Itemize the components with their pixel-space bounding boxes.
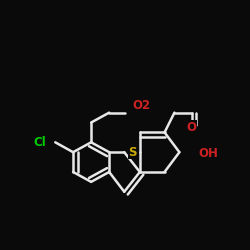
Text: Cl: Cl (33, 136, 46, 149)
Text: S: S (128, 146, 137, 159)
Text: O2: O2 (132, 99, 150, 112)
Text: OH: OH (198, 147, 218, 160)
Text: O: O (187, 121, 197, 134)
